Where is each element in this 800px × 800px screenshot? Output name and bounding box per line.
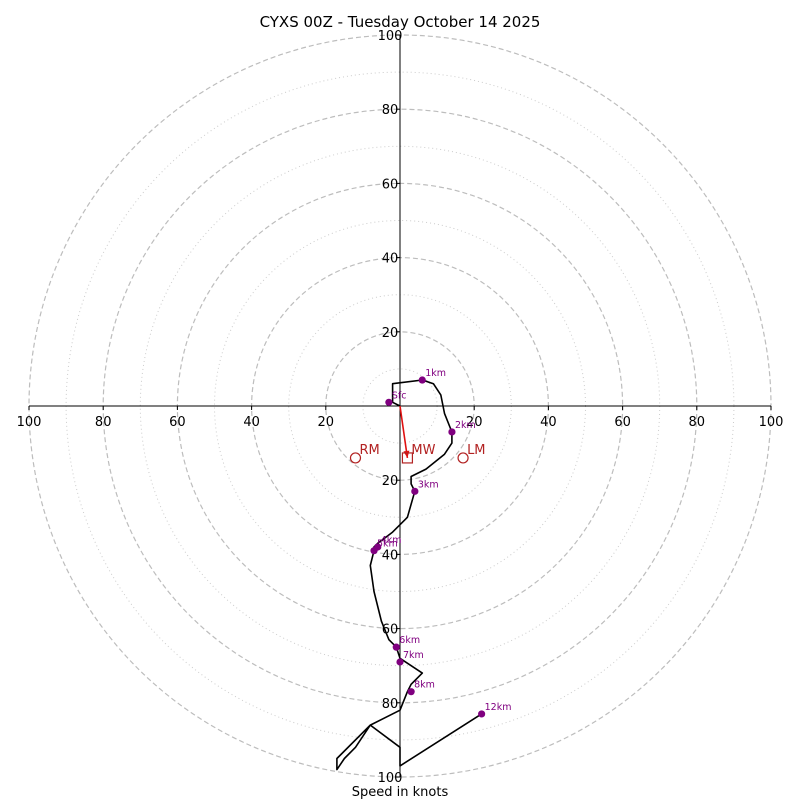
height-label: 6km [399, 635, 420, 646]
wind-trace [336, 379, 483, 771]
storm-motion-marker [457, 452, 469, 464]
tick-label: 40 [382, 548, 399, 563]
tick-label: 40 [382, 252, 399, 267]
tick-label: 20 [382, 474, 399, 489]
tick-label: 20 [382, 326, 399, 341]
height-label: 3km [418, 479, 439, 490]
tick-labels: 100 80 60 40 20 20 40 60 80 100204060801002040608… [17, 29, 784, 786]
tick-label: 80 [382, 103, 399, 118]
mean-wind-arrow [399, 405, 409, 459]
tick-label: 20 [466, 415, 483, 430]
x-axis-label: Speed in knots [352, 785, 449, 800]
tick-label: 100 [378, 29, 403, 44]
height-marker [370, 547, 378, 555]
arrow-head [403, 450, 410, 458]
tick-label: 80 [689, 415, 706, 430]
storm-motion-label: RM [359, 443, 379, 458]
tick-label: 100 [17, 415, 42, 430]
tick-label: 100 [378, 771, 403, 786]
height-label: 5km [377, 539, 398, 550]
storm-motion-label: MW [411, 443, 435, 458]
chart-title: CYXS 00Z - Tuesday October 14 2025 [260, 13, 541, 31]
height-label: 2km [455, 420, 476, 431]
storm-motion-label: LM [467, 443, 485, 458]
height-marker [396, 658, 404, 666]
height-marker [418, 376, 426, 384]
storm-motions: RM MW LM [349, 443, 486, 464]
tick-label: 60 [614, 415, 631, 430]
height-label: 7km [403, 650, 424, 661]
tick-label: 40 [540, 415, 557, 430]
tick-label: 20 [318, 415, 335, 430]
tick-label: 60 [382, 177, 399, 192]
tick-label: 80 [95, 415, 112, 430]
tick-label: 80 [382, 697, 399, 712]
height-marker [385, 398, 393, 406]
height-label: 8km [414, 680, 435, 691]
tick-label: 60 [169, 415, 186, 430]
height-marker [392, 643, 400, 651]
height-label: Sfc [392, 390, 407, 401]
height-marker [478, 710, 486, 718]
height-label: 1km [425, 368, 446, 379]
tick-label: 100 [759, 415, 784, 430]
height-marker [411, 487, 419, 495]
tick-label: 40 [243, 415, 260, 430]
storm-motion-marker [349, 452, 362, 464]
mean-wind-marker [401, 452, 414, 464]
height-marker [448, 428, 456, 436]
height-label: 12km [485, 702, 512, 713]
height-marker [407, 688, 415, 696]
height-label: 4km [381, 535, 402, 546]
hodograph-line [336, 379, 483, 771]
